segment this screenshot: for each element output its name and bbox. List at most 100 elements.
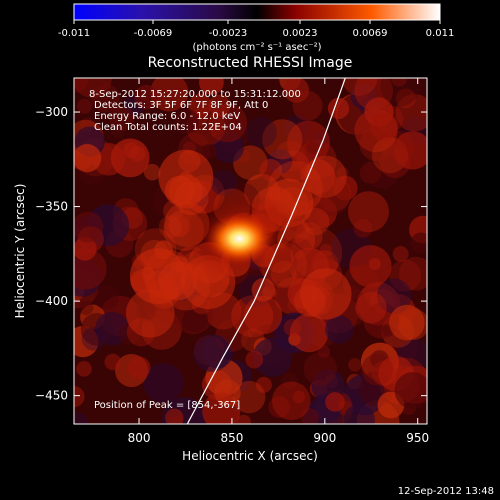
emission-patch [127, 356, 151, 380]
emission-patch [395, 94, 427, 132]
emission-patch [173, 204, 192, 223]
emission-patch [342, 78, 378, 96]
footer-timestamp: 12-Sep-2012 13:48 [398, 486, 494, 497]
emission-patch [325, 315, 354, 344]
emission-patch-bright [178, 150, 201, 173]
y-axis-label: Heliocentric Y (arcsec) [13, 184, 27, 319]
emission-patch [104, 353, 122, 371]
y-tick-label: −350 [35, 200, 68, 214]
emission-patch [165, 408, 184, 424]
annotations: 8-Sep-2012 15:27:20.000 to 15:31:12.000 … [89, 89, 301, 411]
emission-patch [399, 256, 427, 291]
emission-patch [143, 363, 184, 403]
colorbar-tick-label: -0.011 [58, 28, 90, 39]
emission-patch [246, 116, 277, 148]
emission-patch [245, 350, 264, 369]
emission-patch-bright [148, 278, 180, 309]
emission-patch [76, 98, 93, 114]
colorbar-tick-label: 0.011 [426, 28, 455, 39]
emission-patch [214, 379, 241, 406]
emission-patch [111, 124, 126, 139]
solar-limb-curve [186, 78, 346, 424]
emission-patch [193, 334, 231, 372]
emission-patch [380, 78, 420, 107]
x-axis-label: Heliocentric X (arcsec) [182, 449, 318, 463]
emission-patch [210, 169, 238, 196]
emission-patch-bright [158, 215, 182, 239]
emission-patch [370, 112, 398, 141]
emission-patch [74, 412, 88, 424]
colorbar-tick-label: -0.0069 [134, 28, 173, 39]
emission-patch [262, 119, 303, 160]
emission-patch [348, 191, 389, 233]
y-tick-label: −450 [35, 389, 68, 403]
emission-patch [76, 361, 92, 377]
emission-patch [396, 88, 416, 109]
emission-patch [283, 78, 310, 103]
peak-source [205, 212, 274, 265]
emission-patch [236, 414, 251, 424]
emission-patch [391, 78, 408, 87]
emission-patch [289, 313, 329, 353]
emission-patch-bright [168, 174, 203, 209]
emission-patch [93, 284, 119, 310]
emission-patch-bright [251, 278, 275, 302]
emission-patch-bright [300, 268, 352, 320]
annotation-time-range: 8-Sep-2012 15:27:20.000 to 15:31:12.000 [89, 89, 301, 100]
annotation-peak-position: Position of Peak = [854,-367] [94, 400, 240, 411]
emission-patch [325, 392, 345, 412]
emission-patch [355, 292, 387, 324]
emission-patch [317, 345, 331, 358]
emission-patch [201, 143, 217, 159]
emission-patch [91, 83, 120, 113]
plot-frame [73, 77, 428, 425]
emission-patch [332, 175, 358, 201]
emission-patch [359, 162, 382, 184]
emission-patch [389, 259, 422, 292]
emission-patch [393, 131, 427, 170]
emission-patch-bright [134, 228, 177, 270]
emission-patch [74, 78, 89, 93]
chart-title: Reconstructed RHESSI Image [148, 55, 353, 71]
colorbar-tick-label: 0.0069 [353, 28, 388, 39]
emission-patch [349, 245, 392, 288]
emission-patch [255, 376, 272, 393]
colorbar-ticks: -0.011 -0.0069 -0.0023 0.0023 0.0069 0.011 [58, 20, 454, 39]
annotation-detectors: Detectors: 3F 5F 6F 7F 8F 9F, Att 0 [94, 100, 268, 111]
emission-patch [343, 404, 375, 424]
x-tick-label: 800 [128, 431, 151, 445]
x-tick-label: 950 [406, 431, 429, 445]
annotation-energy-range: Energy Range: 6.0 - 12.0 keV [94, 111, 240, 122]
emission-patch [199, 78, 224, 95]
emission-patch [392, 246, 409, 262]
emission-patch [410, 232, 427, 254]
y-tick-label: −300 [35, 105, 68, 119]
emission-patch [348, 358, 362, 372]
emission-patch [252, 337, 293, 377]
emission-patch [243, 295, 283, 335]
emission-patch-bright [158, 261, 198, 301]
colorbar-tick-label: 0.0023 [283, 28, 318, 39]
emission-patch [109, 106, 135, 131]
emission-patch [74, 78, 112, 98]
emission-patch [303, 352, 337, 386]
emission-patch [305, 196, 338, 229]
emission-patch [174, 108, 200, 134]
emission-patch [306, 141, 319, 154]
emission-patch [150, 78, 189, 112]
emission-patch [74, 144, 102, 173]
axis-ticks: 800 850 900 950 −300 −350 −400 −450 [35, 78, 429, 445]
emission-patch-bright [304, 155, 347, 198]
colorbar-unit-label: (photons cm⁻² s⁻¹ asec⁻²) [192, 42, 321, 53]
colorbar-tick-label: -0.0023 [209, 28, 248, 39]
emission-patch [310, 176, 351, 216]
x-tick-label: 850 [220, 431, 243, 445]
emission-patch [233, 380, 266, 414]
emission-patch [389, 304, 425, 341]
y-tick-label: −400 [35, 294, 68, 308]
x-tick-label: 900 [313, 431, 336, 445]
emission-patch [74, 211, 104, 243]
emission-patch [134, 84, 159, 110]
emission-patch-bright [140, 239, 169, 269]
